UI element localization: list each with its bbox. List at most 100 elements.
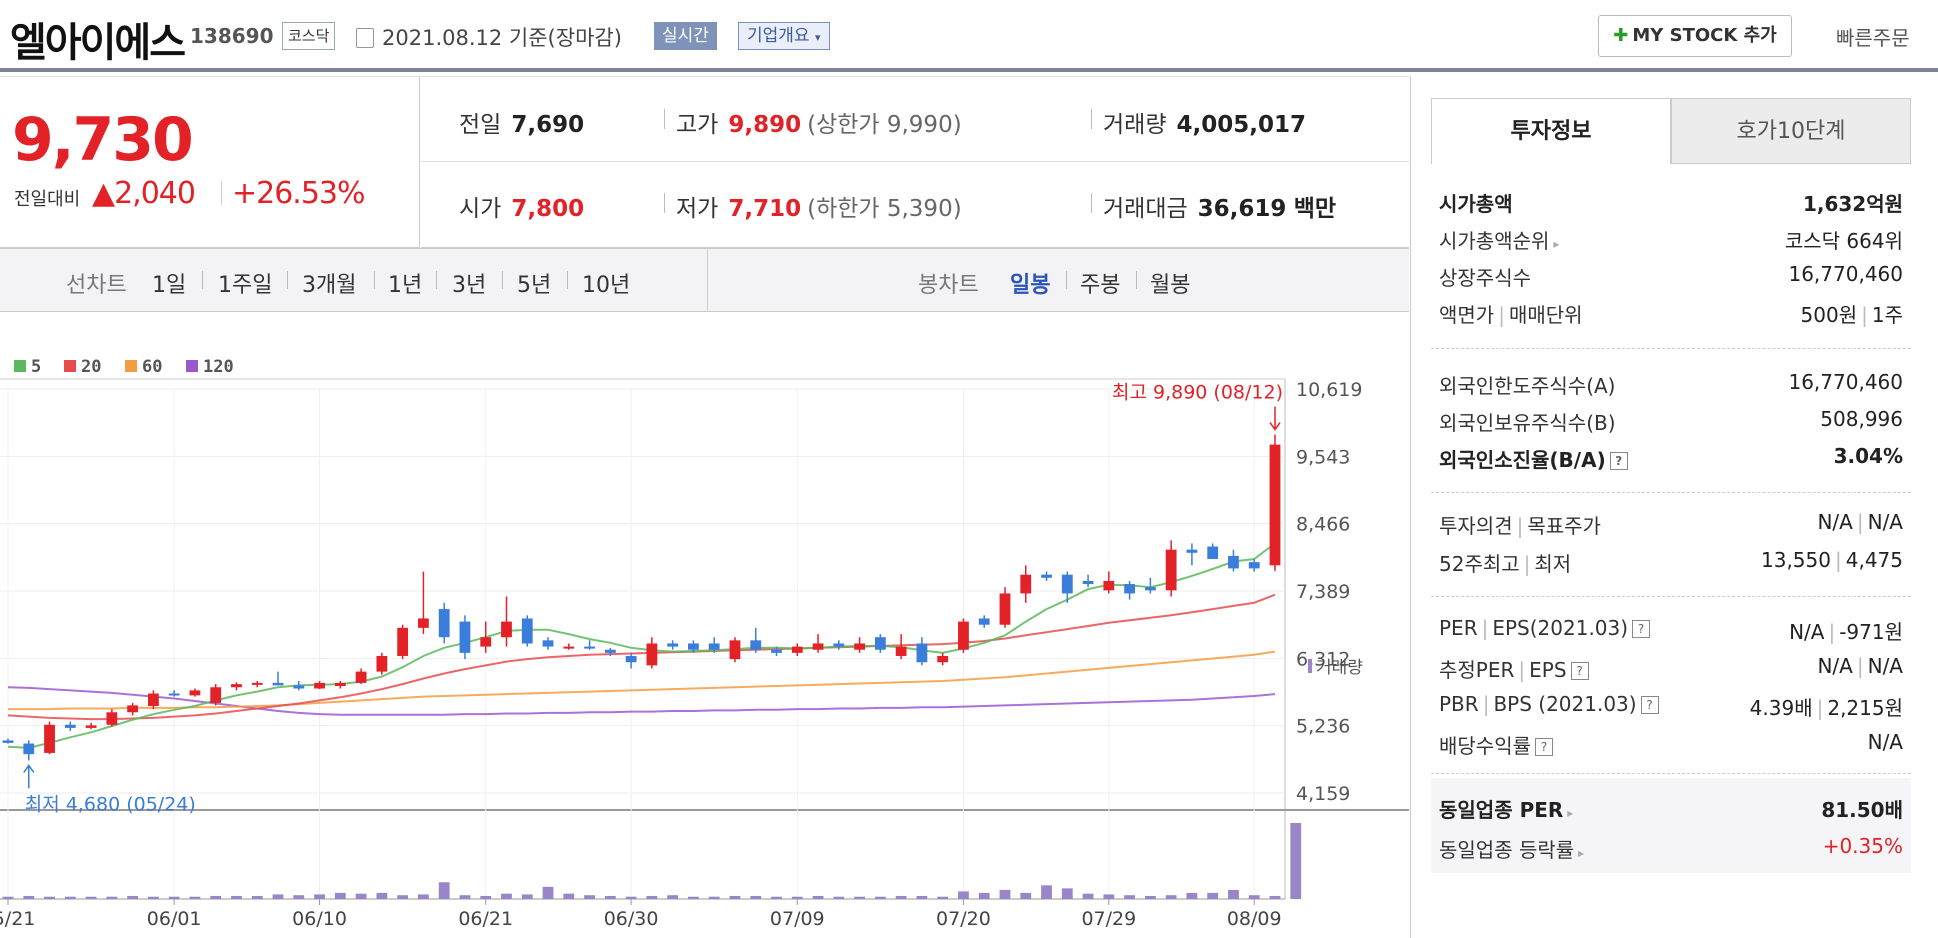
info-row: 52주최고 | 최저 13,550 | 4,475 [1431, 544, 1911, 582]
volume-bar [542, 886, 554, 899]
volume-bar [1207, 892, 1219, 899]
current-price: 9,730 [12, 105, 194, 175]
tab-hoga[interactable]: 호가10단계 [1671, 98, 1911, 164]
arrow-right-icon[interactable]: ▸ [1553, 237, 1560, 251]
info-value: 16,770,460 [1788, 262, 1903, 286]
info-key: 동일업종 PER ▸ [1439, 798, 1574, 822]
candle-body [189, 690, 201, 696]
info-value: 3.04% [1833, 444, 1903, 468]
range-1w[interactable]: 1주일 [218, 273, 273, 298]
info-value: 4.39배 | 2,215원 [1749, 696, 1903, 720]
company-overview-dropdown[interactable]: 기업개요 ▾ [738, 22, 830, 50]
info-row: 동일업종 PER ▸ 81.50배 [1431, 790, 1911, 830]
candle-body [916, 643, 928, 663]
volume-bar [210, 895, 222, 899]
info-key: 액면가 | 매매단위 [1439, 303, 1583, 327]
volume-bar [480, 895, 492, 899]
info-value: +0.35% [1822, 834, 1903, 858]
candle-body [127, 705, 139, 713]
candle-body [44, 724, 55, 753]
info-row: PBR | BPS (2021.03)? 4.39배 | 2,215원 [1431, 688, 1911, 726]
candle-body [1144, 587, 1156, 591]
volume-bar [1186, 892, 1198, 899]
candle-body [625, 655, 637, 663]
volume-bar [1061, 888, 1073, 899]
info-value: N/A | N/A [1817, 654, 1903, 678]
volume-bar [771, 896, 782, 899]
price-chart[interactable]: 10,6199,5438,4667,3896,3125,2364,15905/2… [0, 313, 1409, 938]
info-row: 외국인소진율(B/A)? 3.04% [1431, 440, 1911, 477]
mystock-add-button[interactable]: ✚ MY STOCK 추가 [1598, 15, 1792, 57]
volume-bar [1020, 892, 1032, 899]
tab-invest-info[interactable]: 투자정보 [1431, 98, 1671, 164]
range-1d[interactable]: 1일 [152, 273, 187, 298]
volume-bar [1228, 889, 1239, 899]
candle-monthly[interactable]: 월봉 [1150, 273, 1191, 298]
candle-body [314, 682, 325, 689]
volume-bar [355, 893, 367, 899]
range-10y[interactable]: 10년 [582, 273, 631, 298]
volume-bar [23, 895, 35, 899]
calendar-icon [356, 28, 374, 48]
arrow-right-icon[interactable]: ▸ [1578, 846, 1585, 860]
x-tick-label: 08/09 [1227, 908, 1282, 930]
divider [502, 271, 503, 289]
candle-body [1061, 574, 1073, 594]
candle-weekly[interactable]: 주봉 [1080, 273, 1121, 298]
volume-legend-swatch [1308, 659, 1312, 673]
volume-bar [44, 896, 55, 899]
info-key: PER | EPS(2021.03)? [1439, 616, 1651, 640]
live-button[interactable]: 실시간 [654, 22, 717, 50]
candle-body [106, 712, 118, 725]
legend-label: 20 [81, 357, 101, 377]
diff-label: 전일대비 [14, 189, 81, 210]
help-icon[interactable]: ? [1570, 662, 1589, 680]
volume-bar [1248, 895, 1260, 899]
candle-body [480, 637, 492, 647]
stat-high: 고가 9,890 (상한가 9,990) [676, 105, 962, 139]
candle-body [750, 640, 762, 650]
info-key: 배당수익률? [1439, 730, 1553, 759]
mystock-label: MY STOCK 추가 [1632, 25, 1777, 46]
candle-body [542, 640, 554, 647]
info-value: N/A [1867, 730, 1903, 754]
help-icon[interactable]: ? [1535, 738, 1553, 756]
candle-daily[interactable]: 일봉 [1010, 273, 1051, 298]
info-group-foreign: 외국인한도주식수(A) 16,770,460 외국인보유주식수(B) 508,996 외… [1431, 366, 1911, 477]
help-icon[interactable]: ? [1640, 696, 1659, 714]
info-group-market-cap: 시가총액 1,632억원 시가총액순위 ▸ 코스닥 664위 상장주식수 16,770,46… [1431, 184, 1911, 332]
diff-percent: +26.53% [232, 176, 366, 211]
y-tick-label: 5,236 [1296, 716, 1350, 738]
volume-bar [147, 896, 159, 899]
info-row: 동일업종 등락률 ▸ +0.35% [1431, 830, 1911, 870]
info-key: 외국인보유주식수(B) [1439, 411, 1616, 435]
candle-body [64, 724, 76, 728]
range-3y[interactable]: 3년 [452, 273, 487, 298]
info-row: 배당수익률? N/A [1431, 726, 1911, 764]
stat-value: 7,800 [511, 196, 585, 222]
volume-bar [231, 895, 242, 899]
ma-line-ma60 [8, 650, 1276, 711]
price-box: 9,730 전일대비 ▲2,040 +26.53% [0, 76, 420, 248]
ma-line-ma5 [7, 542, 1276, 749]
volume-bar [418, 894, 429, 899]
candle-body [210, 687, 222, 703]
volume-bar [293, 895, 305, 899]
arrow-right-icon[interactable]: ▸ [1567, 806, 1574, 820]
candle-body [397, 627, 409, 656]
stat-sub: (하한가 5,390) [807, 196, 962, 222]
quick-order-link[interactable]: 빠른주문 [1836, 26, 1910, 50]
help-icon[interactable]: ? [1632, 620, 1651, 638]
divider [707, 249, 708, 311]
x-tick-label: 07/09 [770, 908, 825, 930]
help-icon[interactable]: ? [1609, 452, 1628, 470]
stat-value: 9,890 [728, 112, 802, 138]
range-5y[interactable]: 5년 [517, 273, 552, 298]
volume-bar [729, 895, 741, 899]
volume-bar [750, 895, 762, 899]
volume-bar [459, 895, 471, 899]
stats-panel: 전일 7,690 고가 9,890 (상한가 9,990) 거래량 4,005,017 … [421, 76, 1409, 248]
range-1y[interactable]: 1년 [388, 273, 423, 298]
range-3m[interactable]: 3개월 [302, 273, 357, 298]
candle-body [1207, 546, 1219, 560]
